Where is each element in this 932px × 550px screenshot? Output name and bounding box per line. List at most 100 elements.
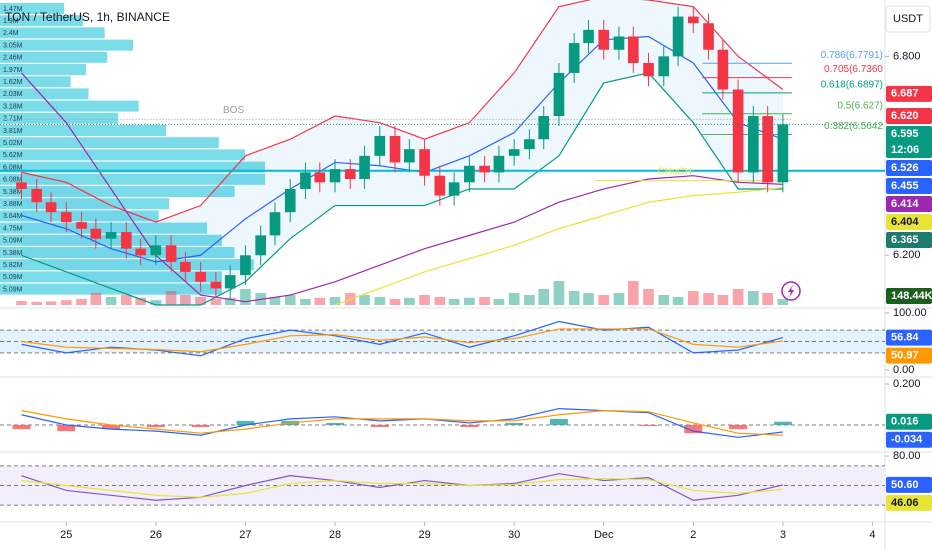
volume-bar	[643, 289, 654, 305]
profile-bar	[0, 222, 208, 234]
price-badge	[886, 108, 932, 125]
candle-body	[568, 43, 580, 73]
candle-body	[210, 281, 222, 289]
volume-bar	[732, 289, 744, 305]
candle-body	[672, 16, 684, 57]
price-badge-text: 6.526	[891, 162, 919, 174]
volume-bar	[16, 301, 27, 305]
overlay-line	[21, 35, 784, 263]
price-badge-text: 148.44K	[891, 290, 932, 302]
profile-label: 1.47M	[3, 6, 23, 13]
structure-label: BOS	[223, 105, 244, 116]
profile-label: 6.08M	[3, 164, 23, 171]
price-badge-text: 6.455	[891, 180, 919, 192]
candle-body	[627, 36, 639, 63]
candle-body	[120, 232, 132, 249]
candle-body	[224, 275, 236, 289]
candle-body	[553, 72, 565, 117]
histogram-bar	[684, 425, 703, 434]
histogram-bar	[146, 425, 165, 428]
price-badge	[886, 476, 932, 493]
structure-label: CHoCH	[658, 166, 692, 177]
currency-button[interactable]	[885, 5, 931, 33]
profile-bar	[0, 64, 86, 75]
candle-body	[374, 135, 386, 156]
fib-label: 0.618(6.6897)	[821, 80, 883, 91]
x-tick-label: 27	[239, 529, 251, 541]
x-tick-label: 30	[508, 529, 520, 541]
candle-body	[76, 222, 87, 229]
volume-bar	[613, 293, 625, 305]
price-badge	[886, 196, 932, 213]
volume-bar	[300, 299, 311, 305]
profile-label: 5.09M	[3, 274, 23, 281]
profile-bar	[0, 39, 133, 51]
price-badge-text: 6.595	[891, 128, 919, 140]
candle-body	[150, 245, 162, 256]
price-badge	[886, 413, 932, 430]
histogram-bar	[773, 421, 792, 425]
candle-body	[284, 188, 296, 213]
price-badge-text: 0.016	[891, 416, 919, 428]
indicator-line	[21, 410, 783, 436]
price-badge	[886, 431, 932, 448]
y-tick-label: 80.00	[893, 450, 921, 462]
candle-body	[359, 155, 370, 180]
profile-bar	[0, 100, 139, 112]
profile-bar	[0, 27, 105, 39]
candle-body	[344, 169, 356, 180]
volume-bar	[479, 297, 490, 305]
profile-bar	[0, 271, 222, 283]
volume-bar	[359, 295, 370, 305]
x-tick-label: 2	[690, 529, 696, 541]
band-fill	[21, 0, 783, 305]
overlay-line	[21, 72, 783, 303]
price-badge-text: 6.620	[891, 110, 919, 122]
volume-bar	[777, 299, 789, 305]
histogram-bar	[326, 422, 344, 425]
profile-bar	[0, 76, 71, 88]
profile-label: 1.62M	[3, 79, 23, 86]
profile-label: 5.09M	[3, 286, 23, 293]
profile-label: 3.88M	[3, 201, 23, 208]
volume-bar	[568, 291, 580, 305]
profile-bar	[0, 149, 246, 161]
profile-label: 1.97M	[3, 67, 23, 74]
candle-body	[508, 149, 520, 156]
overlay-line	[21, 0, 784, 223]
currency[interactable]: USDT	[893, 13, 923, 25]
profile-bar	[0, 137, 219, 149]
candle-body	[180, 261, 191, 272]
profile-bar	[0, 173, 266, 185]
x-tick-label: Dec	[594, 529, 614, 541]
candle-body	[643, 62, 654, 77]
profile-bar	[0, 161, 266, 173]
volume-bar	[269, 297, 281, 305]
candle-body	[598, 29, 610, 50]
candle-body	[732, 89, 744, 173]
candle-body	[16, 182, 27, 189]
volume-bar	[464, 297, 475, 305]
price-badge-text: 46.06	[891, 497, 919, 509]
candle-body	[269, 212, 281, 236]
fib-label: 0.705(6.7360	[824, 64, 883, 75]
candle-body	[717, 49, 729, 90]
volume-bar	[165, 291, 177, 305]
profile-bar	[0, 247, 235, 258]
price-badge	[886, 85, 932, 102]
volume-bar	[224, 297, 236, 305]
profile-bar	[0, 88, 89, 100]
volume-bar	[538, 289, 550, 305]
histogram-bar	[12, 425, 31, 430]
candle-body	[747, 116, 759, 173]
x-tick-label: 3	[780, 529, 786, 541]
volume-bar	[210, 299, 222, 305]
profile-label: 3.05M	[3, 42, 23, 49]
fib-label: 0.5(6.627)	[837, 100, 883, 111]
indicator-line	[21, 407, 783, 438]
candle-body	[404, 149, 415, 163]
candle-body	[687, 16, 699, 24]
volume-bar	[195, 297, 206, 305]
profile-label: 3.64M	[3, 213, 23, 220]
histogram-bar	[460, 425, 479, 428]
